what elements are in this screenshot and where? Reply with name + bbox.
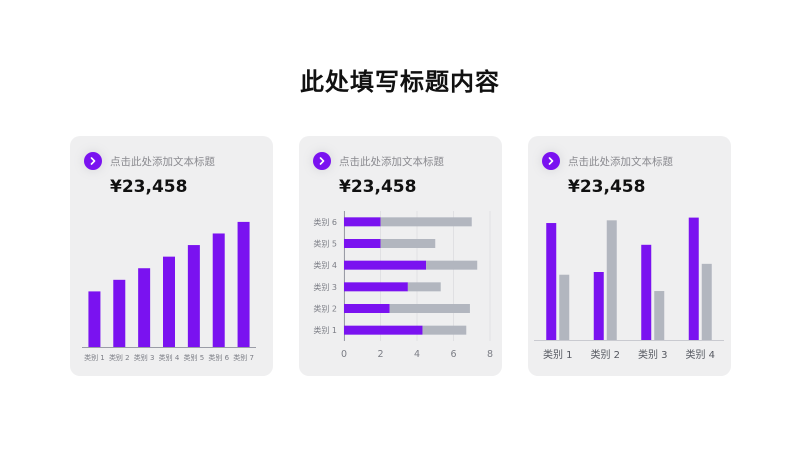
- x-tick-label: 类别 2: [109, 353, 130, 362]
- x-tick-label: 类别 2: [590, 348, 620, 361]
- bar: [138, 268, 151, 347]
- bar: [641, 244, 652, 340]
- card-subtitle: 点击此处添加文本标题: [339, 156, 444, 168]
- bar: [113, 279, 126, 347]
- bar: [606, 220, 617, 340]
- card-subtitle: 点击此处添加文本标题: [110, 156, 215, 168]
- x-tick-label: 类别 3: [638, 348, 668, 361]
- x-tick-label: 类别 7: [233, 353, 254, 362]
- chevron-right-icon[interactable]: [313, 152, 331, 170]
- bar-segment: [344, 239, 381, 248]
- bar-segment: [389, 304, 470, 313]
- bar-segment: [407, 282, 441, 292]
- vertical-bar-chart: 类别 1 类别 2 类别 3 类别 4 类别 5 类别 6 类别 7: [82, 221, 256, 362]
- y-tick-label: 类别 1: [313, 325, 337, 335]
- bar: [654, 291, 665, 340]
- bar-segment: [426, 260, 478, 270]
- x-tick-label: 6: [450, 349, 456, 360]
- bar: [546, 223, 557, 340]
- x-tick-label: 2: [377, 349, 383, 360]
- x-tick-label: 4: [414, 349, 420, 360]
- page-title: 此处填写标题内容: [300, 68, 500, 96]
- card-value: ¥23,458: [568, 177, 646, 197]
- grouped-bar-chart: 类别 1 类别 2 类别 3 类别 4: [534, 217, 724, 361]
- horizontal-stacked-bar-chart: 0 2 4 6 8 类别 1 类别 2 类别 3 类别 4 类别 5 类别 6: [313, 211, 493, 360]
- bar-segment: [380, 217, 472, 227]
- bar-segment: [344, 304, 390, 313]
- bar: [237, 221, 250, 347]
- y-tick-label: 类别 4: [313, 260, 337, 270]
- y-tick-label: 类别 2: [313, 304, 337, 314]
- card-value: ¥23,458: [110, 177, 188, 197]
- y-tick-label: 类别 5: [313, 239, 337, 249]
- bar: [163, 256, 175, 347]
- card-value: ¥23,458: [339, 177, 417, 197]
- chevron-right-icon[interactable]: [542, 152, 560, 170]
- x-tick-label: 类别 6: [208, 353, 229, 362]
- x-tick-label: 类别 5: [184, 353, 205, 362]
- bar-segment: [344, 282, 408, 292]
- bar-segment: [344, 325, 423, 335]
- x-tick-label: 类别 4: [685, 348, 715, 361]
- bar-segment: [344, 260, 427, 270]
- bar-segment: [344, 217, 381, 227]
- x-tick-label: 类别 3: [134, 353, 155, 362]
- bar-segment: [380, 239, 436, 248]
- x-tick-label: 类别 1: [84, 353, 105, 362]
- x-tick-label: 0: [341, 349, 347, 360]
- bar: [187, 245, 200, 347]
- x-tick-label: 类别 1: [543, 348, 573, 361]
- bar-segment: [422, 325, 467, 335]
- chart-card-2: 点击此处添加文本标题 ¥23,458 0 2 4 6 8 类别 1 类别 2 类别 3 类别 4…: [299, 136, 502, 376]
- bar: [688, 217, 699, 340]
- y-tick-label: 类别 3: [313, 282, 337, 292]
- x-tick-label: 类别 4: [159, 353, 180, 362]
- chevron-right-icon[interactable]: [84, 152, 102, 170]
- bar: [593, 272, 604, 340]
- card-subtitle: 点击此处添加文本标题: [568, 156, 673, 168]
- y-tick-label: 类别 6: [313, 217, 337, 227]
- bar: [559, 274, 570, 340]
- chart-card-3: 点击此处添加文本标题 ¥23,458 类别 1 类别 2 类别 3 类别 4: [528, 136, 731, 376]
- x-tick-label: 8: [487, 349, 493, 360]
- bar: [212, 233, 225, 347]
- bar: [701, 263, 712, 340]
- bar: [88, 291, 101, 347]
